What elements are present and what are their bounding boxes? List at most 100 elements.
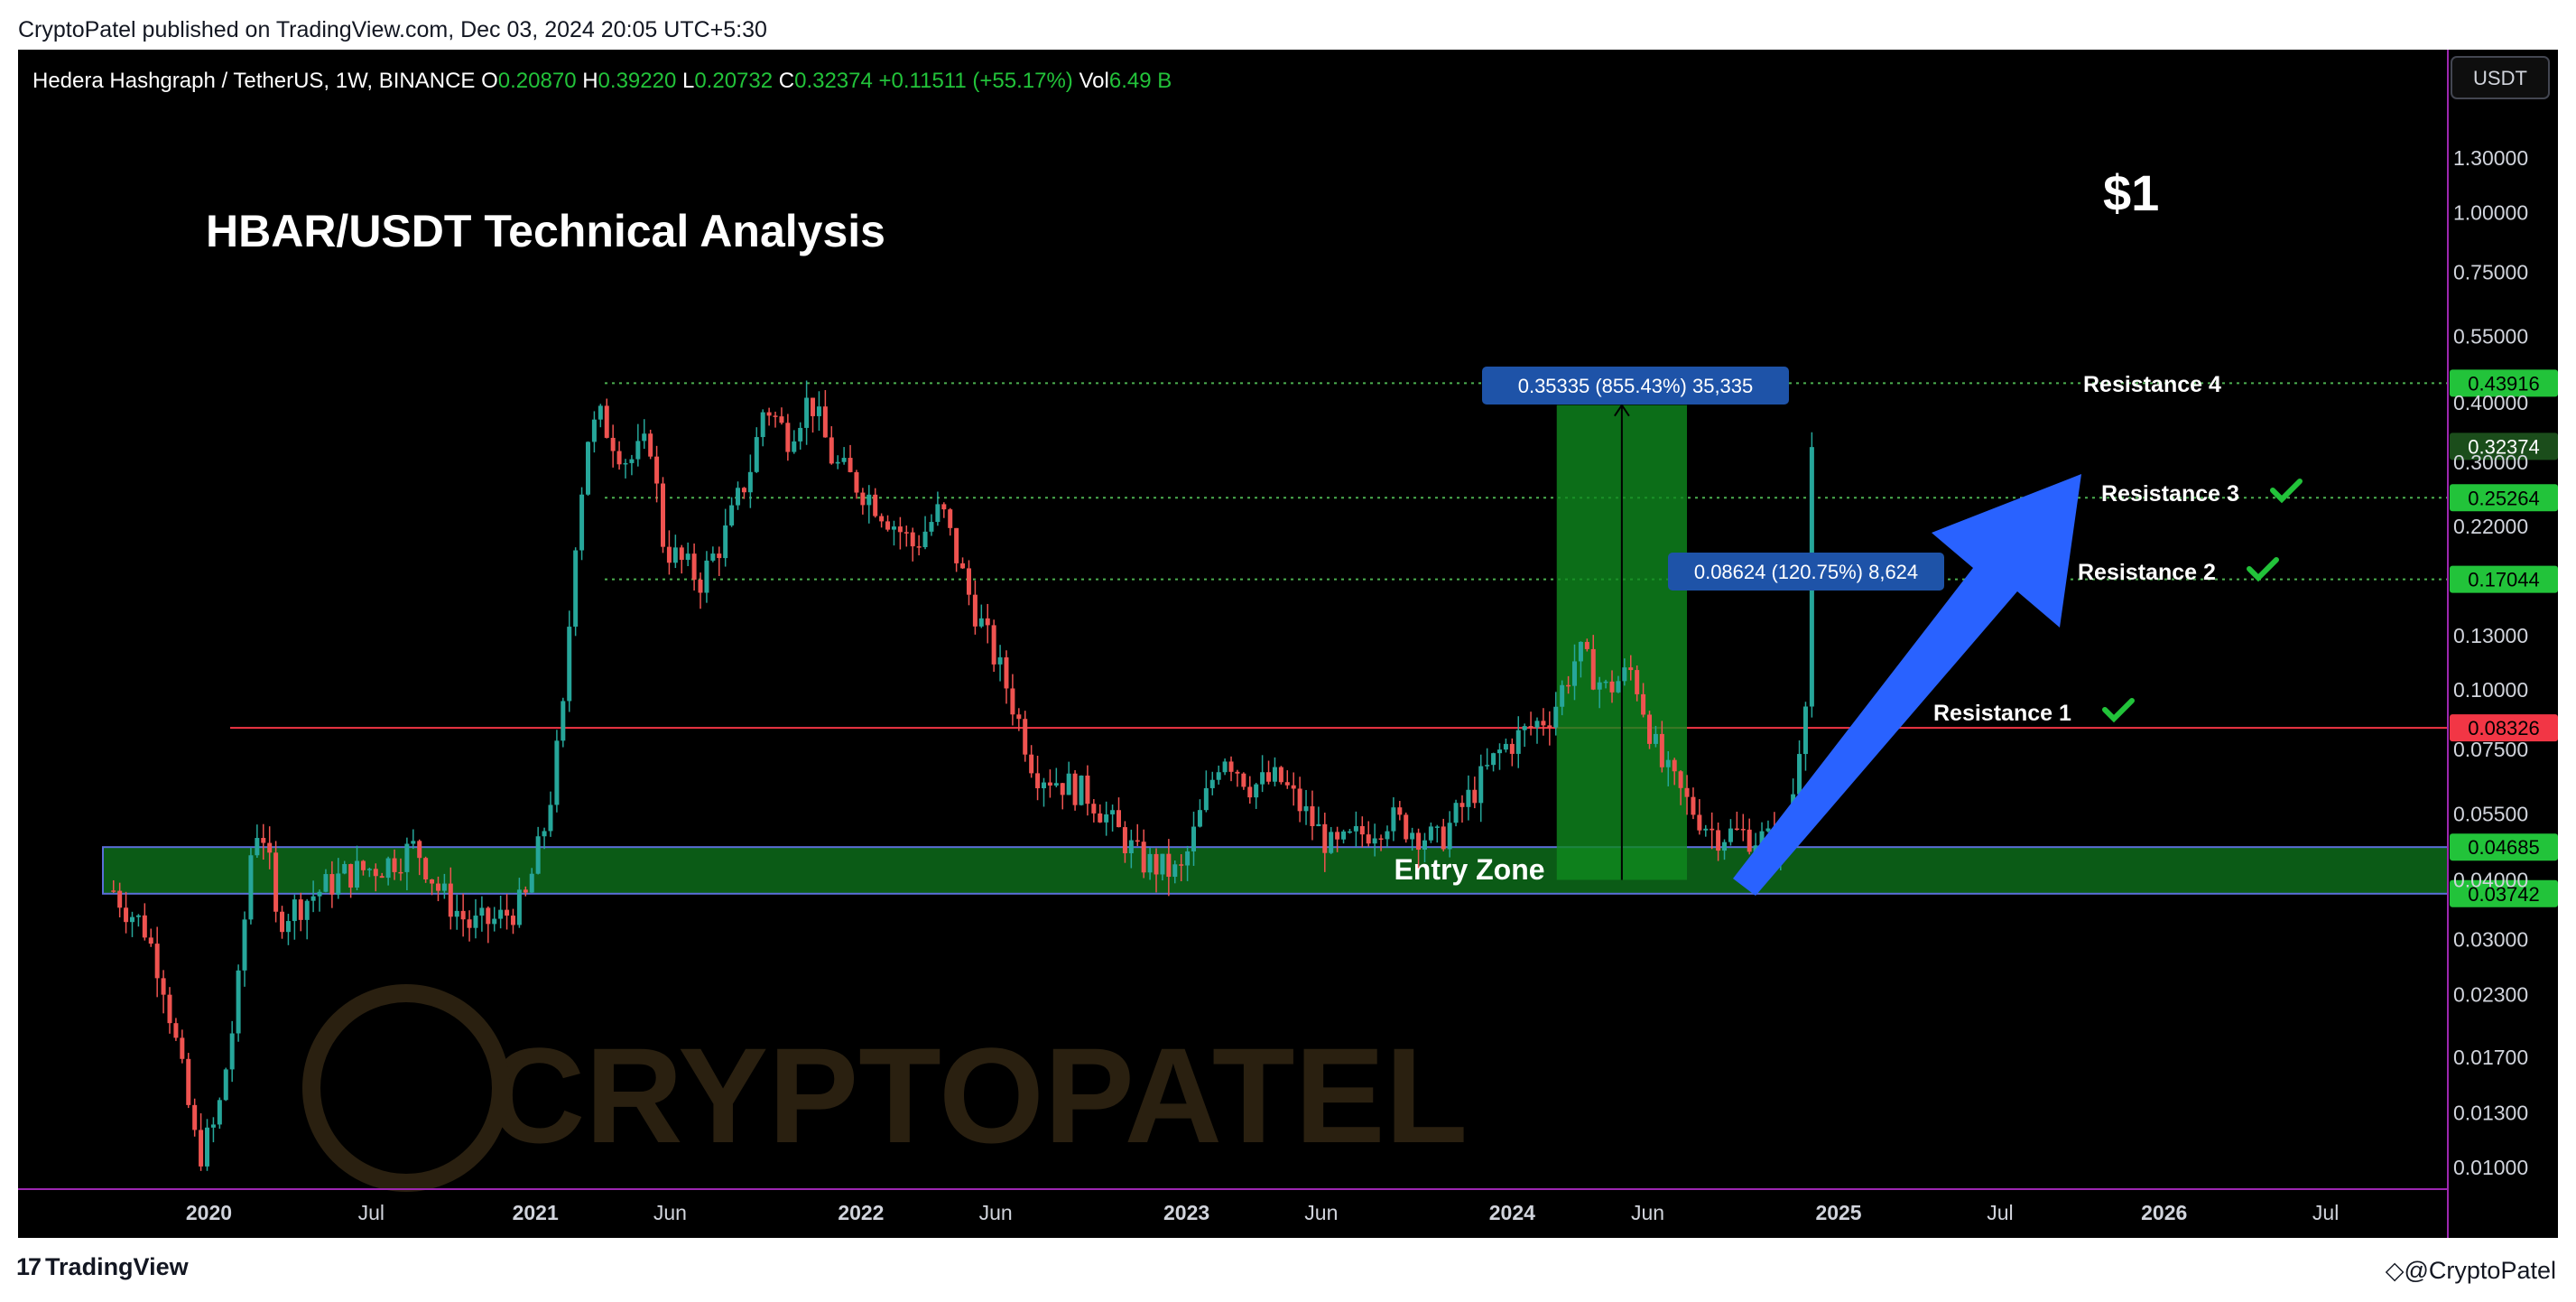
candle: [1266, 772, 1272, 782]
candle: [835, 461, 840, 464]
author-handle[interactable]: ◇@CryptoPatel: [2386, 1257, 2556, 1285]
legend-part: Hedera Hashgraph / TetherUS, 1W, BINANCE: [32, 69, 481, 93]
candle: [1703, 828, 1709, 831]
candle: [985, 618, 990, 626]
candle: [473, 916, 478, 928]
candle: [1472, 789, 1478, 804]
price-tick-label: 0.07500: [2453, 738, 2528, 761]
candle: [404, 843, 410, 872]
candle: [1023, 719, 1028, 755]
price-badge-zone-top: [2450, 833, 2558, 861]
candle: [223, 1069, 228, 1101]
checkmark-icon: [2270, 479, 2303, 504]
candle: [1303, 805, 1309, 812]
candle: [411, 841, 416, 844]
candle: [1459, 803, 1465, 807]
level-price-badge: [2450, 565, 2558, 593]
candle: [747, 471, 753, 493]
candle: [1447, 823, 1452, 850]
resistance-label: Resistance 2: [2078, 560, 2216, 585]
candle: [1254, 784, 1259, 798]
candle: [148, 937, 153, 944]
candle: [441, 883, 447, 891]
resistance-label: Resistance 4: [2083, 372, 2221, 397]
candle: [1416, 832, 1422, 851]
legend-part: Vol: [1079, 69, 1108, 93]
candle: [360, 860, 366, 870]
candle: [1284, 782, 1290, 786]
price-badge-text: 0.03742: [2468, 883, 2540, 906]
candle: [1628, 667, 1634, 671]
checkmark-icon: [2247, 557, 2279, 582]
price-tick-label: 0.55000: [2453, 325, 2528, 349]
candle: [1117, 810, 1122, 828]
chart-svg[interactable]: CRYPTOPATEL Entry Zone 0.43916 0.25264 0.1…: [18, 50, 2558, 1238]
candle: [1066, 773, 1071, 795]
candle: [922, 531, 928, 547]
candle: [1659, 733, 1664, 767]
candle: [1366, 834, 1371, 844]
candle: [523, 889, 528, 893]
candle: [492, 918, 497, 925]
candle: [1228, 761, 1234, 772]
candle: [1335, 832, 1340, 840]
candle: [1547, 725, 1552, 728]
candle: [960, 563, 966, 569]
candle: [1590, 648, 1596, 690]
candle: [804, 397, 810, 428]
candle: [978, 618, 984, 627]
candle: [642, 433, 647, 442]
candle: [954, 527, 959, 563]
candle: [1441, 826, 1446, 850]
candle: [261, 838, 266, 843]
target-arrow-icon: [1733, 474, 2081, 896]
candle: [1534, 721, 1540, 728]
candle: [186, 1058, 191, 1105]
candle: [754, 437, 759, 472]
candle: [1691, 796, 1696, 815]
candle: [1722, 842, 1728, 851]
candle: [598, 405, 603, 420]
candle: [124, 907, 129, 923]
candle: [1622, 667, 1627, 682]
candle: [573, 550, 579, 628]
candle: [1004, 657, 1009, 689]
candle: [1147, 853, 1153, 873]
candle: [273, 852, 279, 912]
time-tick-label: 2025: [1815, 1201, 1861, 1224]
candle: [1391, 807, 1396, 832]
candle: [1665, 759, 1671, 767]
candle: [1734, 828, 1739, 831]
candle: [486, 907, 491, 925]
chart-frame[interactable]: CRYPTOPATEL Entry Zone 0.43916 0.25264 0.1…: [18, 50, 2558, 1238]
candle: [173, 1023, 179, 1038]
tradingview-logo[interactable]: 17 TradingView: [16, 1253, 189, 1281]
candle: [379, 876, 385, 879]
candle: [1310, 805, 1315, 826]
candle: [1209, 779, 1215, 788]
candle: [467, 919, 472, 928]
candle: [310, 896, 316, 901]
candle: [1359, 825, 1365, 835]
candle: [1079, 775, 1084, 805]
author-handle-text: @CryptoPatel: [2404, 1257, 2556, 1284]
candle: [610, 437, 616, 451]
candle: [935, 504, 941, 523]
time-tick-label: 2026: [2141, 1201, 2187, 1224]
currency-button: [2451, 56, 2550, 99]
candle: [648, 433, 653, 457]
candle: [991, 625, 996, 665]
candle: [1098, 813, 1103, 823]
time-tick-label: 2024: [1489, 1201, 1535, 1224]
candle: [1404, 814, 1409, 840]
tradingview-logo-icon: 17: [16, 1253, 42, 1280]
candle: [1672, 759, 1677, 772]
candle: [323, 874, 329, 892]
price-tick-label: 0.02300: [2453, 983, 2528, 1007]
candle: [1641, 693, 1646, 715]
candle: [916, 546, 922, 548]
level-price-text: 0.43916: [2468, 372, 2540, 395]
price-tick-label: 0.01700: [2453, 1046, 2528, 1069]
candle: [1765, 828, 1771, 832]
candle: [811, 397, 816, 416]
